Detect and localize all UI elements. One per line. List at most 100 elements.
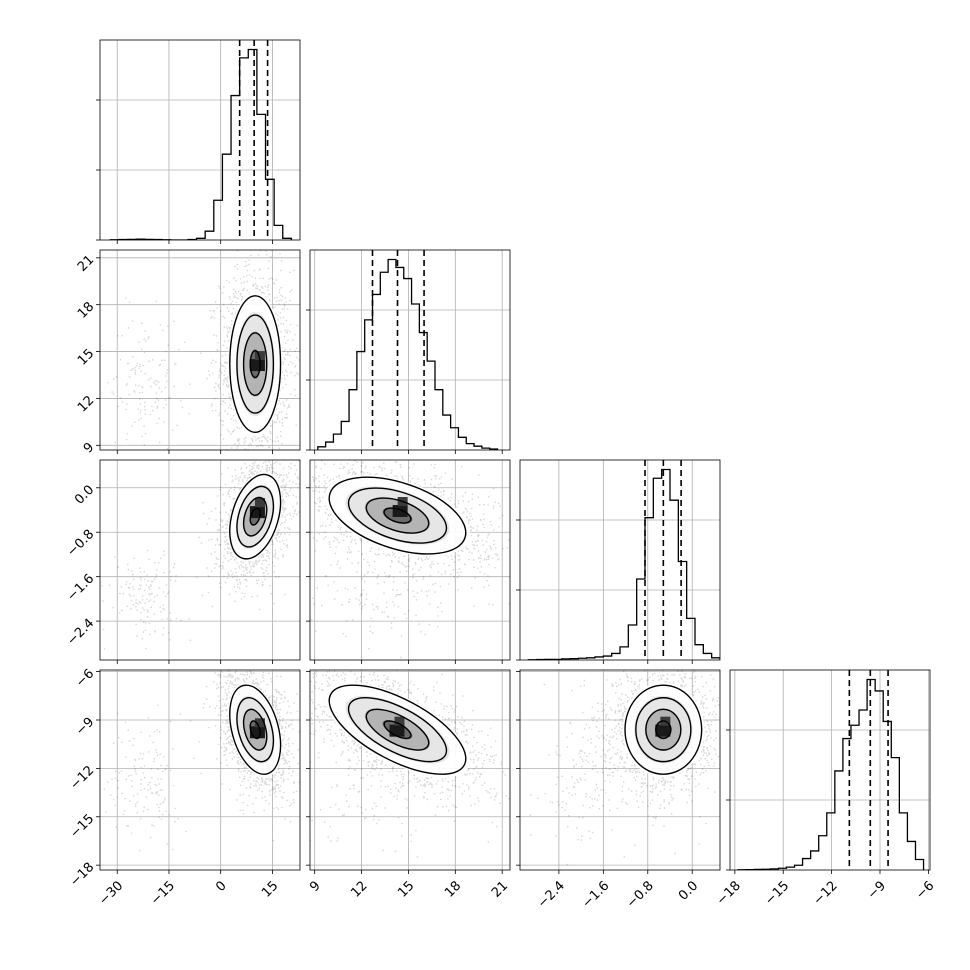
hist1d-panel-3 xyxy=(726,669,931,874)
axes-frame xyxy=(309,459,511,661)
hist2d-panel-1-2 xyxy=(306,459,511,664)
axes-frame xyxy=(99,669,301,871)
panel-content xyxy=(100,670,300,870)
density-peak xyxy=(254,351,265,361)
hist1d-panel-1 xyxy=(306,249,511,454)
density-peak xyxy=(389,724,405,737)
hist2d-panel-0-3 xyxy=(96,669,301,874)
x-tick-label: −15 xyxy=(148,878,178,908)
x-tick-label: −18 xyxy=(714,878,744,908)
axes-frame xyxy=(309,669,511,871)
contour-line xyxy=(249,720,261,740)
x-tick-label: 21 xyxy=(489,878,511,900)
hist1d-panel-0 xyxy=(96,39,301,244)
contour-line xyxy=(328,476,467,555)
axes-frame xyxy=(519,669,721,871)
axes-frame xyxy=(729,669,931,871)
y-tick-label: 15 xyxy=(75,346,97,368)
hist1d-panel-2 xyxy=(516,459,721,664)
contour-line xyxy=(347,487,448,544)
hist2d-panel-2-3 xyxy=(516,669,721,874)
y-tick-label: 18 xyxy=(75,299,97,321)
contour-line xyxy=(635,697,692,763)
contour-line xyxy=(236,314,275,414)
x-tick-label: −9 xyxy=(865,878,889,902)
x-tick-label: −2.4 xyxy=(535,878,568,911)
axes-frame xyxy=(519,459,721,661)
x-tick-label: 12 xyxy=(348,878,370,900)
panel-content xyxy=(310,670,510,870)
contour-line xyxy=(655,720,672,740)
histogram-step xyxy=(317,258,499,450)
density-peak xyxy=(392,505,408,517)
x-tick-label: −1.6 xyxy=(579,878,612,911)
panel-content xyxy=(520,670,720,870)
contour-line xyxy=(242,332,268,396)
y-tick-label: −2.4 xyxy=(64,616,97,649)
y-tick-label: 21 xyxy=(75,253,97,275)
y-tick-label: −9 xyxy=(73,715,97,739)
x-tick-label: −6 xyxy=(913,878,937,902)
scatter-points xyxy=(529,670,720,866)
contour-line xyxy=(236,697,275,763)
x-tick-label: −30 xyxy=(96,878,126,908)
x-tick-label: 18 xyxy=(442,878,464,900)
y-tick-label: 9 xyxy=(81,440,97,456)
y-tick-label: 0.0 xyxy=(72,482,97,507)
contour-line xyxy=(645,708,682,751)
x-tick-label: −15 xyxy=(762,878,792,908)
x-tick-label: 15 xyxy=(259,878,281,900)
panel-content xyxy=(100,460,300,660)
y-tick-label: −15 xyxy=(67,811,97,841)
histogram-step xyxy=(737,678,925,870)
x-tick-label: −0.8 xyxy=(624,878,657,911)
hist2d-panel-0-1 xyxy=(96,249,301,454)
contour-line xyxy=(383,720,412,740)
contour-line xyxy=(383,507,412,524)
hist2d-panel-0-2 xyxy=(96,459,301,664)
y-tick-label: −18 xyxy=(67,860,97,890)
scatter-points xyxy=(103,670,300,852)
contour-line xyxy=(347,697,448,763)
density-peak xyxy=(249,359,265,372)
contour-line xyxy=(229,295,282,434)
contour-line xyxy=(328,684,467,775)
x-tick-label: 0 xyxy=(213,878,229,894)
x-tick-label: 0.0 xyxy=(676,878,701,903)
contour-line xyxy=(236,485,275,548)
contour-line xyxy=(624,684,703,775)
histogram-step xyxy=(527,468,720,660)
density-peak xyxy=(254,718,265,728)
scatter-points xyxy=(107,250,300,450)
scatter-points xyxy=(310,460,510,659)
density-peak xyxy=(249,726,265,739)
contour-line xyxy=(249,507,261,526)
axes-frame xyxy=(99,249,301,451)
density-peak xyxy=(394,716,405,726)
histogram-step xyxy=(109,48,293,240)
contour-line xyxy=(229,473,282,560)
hist2d-panel-1-3 xyxy=(306,669,511,874)
contour-line xyxy=(365,708,430,751)
x-tick-label: 15 xyxy=(395,878,417,900)
contour-line xyxy=(242,496,268,537)
density-peak xyxy=(655,724,671,737)
contour-line xyxy=(229,684,282,775)
axes-frame xyxy=(309,249,511,451)
x-tick-label: 9 xyxy=(307,878,323,894)
panel-content xyxy=(100,250,300,450)
contour-line xyxy=(249,350,261,379)
axes-frame xyxy=(99,39,301,241)
y-tick-label: −12 xyxy=(67,763,97,793)
y-tick-label: −6 xyxy=(73,666,97,690)
axes-frame xyxy=(99,459,301,661)
scatter-points xyxy=(101,460,300,650)
density-peak xyxy=(254,498,265,508)
y-tick-label: 12 xyxy=(75,393,97,415)
panel-content xyxy=(310,460,510,660)
density-peak xyxy=(249,506,265,519)
contour-line xyxy=(242,708,268,751)
x-tick-label: −12 xyxy=(811,878,841,908)
y-tick-label: −0.8 xyxy=(64,527,97,560)
